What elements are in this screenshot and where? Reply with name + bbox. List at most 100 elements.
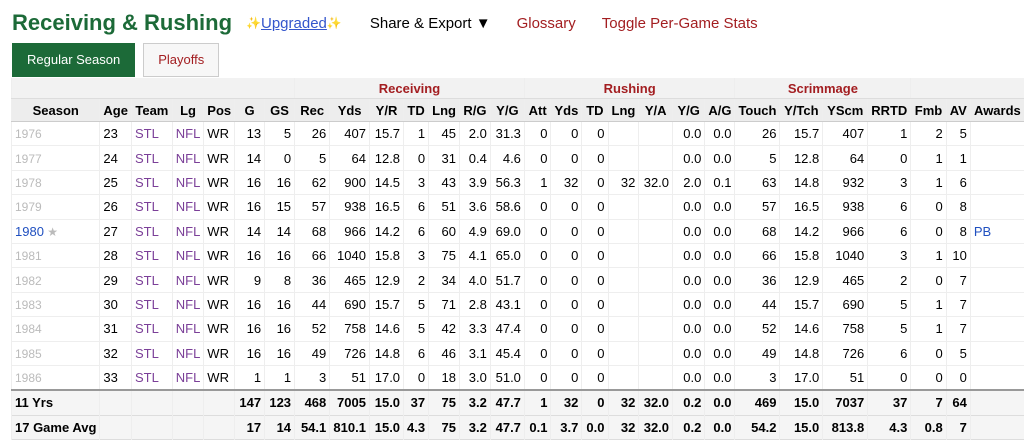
column-header[interactable]: Rec [294, 98, 330, 122]
season-link[interactable]: 1978 [15, 175, 42, 190]
upgraded-link[interactable]: Upgraded [261, 14, 327, 32]
column-header[interactable]: GS [264, 98, 295, 122]
column-header[interactable]: Att [523, 98, 551, 122]
link[interactable]: NFL [175, 321, 201, 337]
column-header[interactable]: YScm [822, 98, 868, 122]
cell: 14.2 [368, 219, 404, 244]
cell: 29 [99, 267, 132, 293]
tab[interactable]: Regular Season [12, 43, 136, 77]
column-header[interactable]: Team [130, 98, 173, 122]
cell: 1977 [10, 145, 100, 171]
link[interactable]: STL [134, 150, 159, 166]
column-header[interactable]: Lng [428, 98, 460, 122]
season-link[interactable]: 1977 [15, 151, 42, 166]
link[interactable]: STL [134, 321, 159, 337]
column-header[interactable]: R/G [459, 98, 491, 122]
link[interactable]: NFL [175, 345, 201, 361]
link[interactable]: STL [134, 272, 159, 288]
cell: 0.0 [704, 365, 735, 391]
cell: 3.9 [459, 170, 491, 195]
column-header[interactable]: Y/A [638, 98, 673, 122]
cell: 60 [428, 219, 460, 244]
column-header[interactable]: RRTD [867, 98, 911, 122]
link[interactable]: STL [134, 199, 159, 215]
link[interactable]: PB [973, 223, 992, 239]
link[interactable]: STL [134, 174, 159, 190]
cell: 1040 [822, 243, 868, 268]
column-header[interactable]: Lg [171, 98, 204, 122]
menu-item[interactable]: Share & Export ▼ [369, 14, 491, 32]
cell: 1976 [10, 121, 100, 146]
cell: 31.3 [489, 121, 525, 146]
link[interactable]: STL [134, 345, 159, 361]
column-header[interactable]: Y/R [368, 98, 404, 122]
cell: 0.0 [704, 243, 735, 268]
cell [969, 365, 1024, 391]
link[interactable]: NFL [175, 174, 201, 190]
cell: 17.0 [779, 365, 823, 391]
cell: 6 [403, 341, 429, 366]
season-link[interactable]: 1985 [15, 346, 42, 361]
cell: 810.1 [329, 415, 370, 440]
season-link[interactable]: 1986 [15, 371, 42, 386]
link[interactable]: NFL [175, 296, 201, 312]
link[interactable]: STL [134, 248, 159, 264]
cell: 26 [734, 121, 780, 146]
link[interactable]: NFL [175, 126, 201, 142]
cell: 51 [428, 194, 460, 220]
column-header[interactable]: Pos [203, 98, 235, 122]
season-link[interactable]: 1980 [15, 223, 44, 239]
column-header[interactable]: Y/G [489, 98, 525, 122]
cell: 0.2 [672, 415, 705, 440]
column-header[interactable]: Awards [969, 98, 1024, 122]
cell: 12.8 [368, 145, 404, 171]
season-link[interactable]: 1976 [15, 127, 42, 142]
season-link[interactable]: 1984 [15, 322, 42, 337]
menu-item[interactable]: Toggle Per-Game Stats [601, 14, 758, 32]
link[interactable]: NFL [175, 248, 201, 264]
column-header[interactable]: G [234, 98, 265, 122]
link[interactable]: STL [134, 223, 159, 239]
cell: 0 [910, 341, 947, 366]
season-link[interactable]: 1983 [15, 297, 42, 312]
menu-item[interactable]: Glossary [516, 14, 576, 32]
column-header[interactable]: Touch [734, 98, 780, 122]
season-link[interactable]: 1981 [15, 249, 42, 264]
column-header[interactable]: Fmb [910, 98, 947, 122]
cell: 813.8 [822, 415, 868, 440]
cell: 47.7 [489, 390, 525, 416]
column-header[interactable]: TD [403, 98, 429, 122]
season-link[interactable]: 1979 [15, 200, 42, 215]
link[interactable]: STL [134, 296, 159, 312]
link[interactable]: NFL [175, 199, 201, 215]
tab[interactable]: Playoffs [143, 43, 220, 77]
cell: 938 [329, 194, 370, 220]
column-header[interactable]: Yds [329, 98, 370, 122]
cell: 3.2 [459, 390, 491, 416]
column-header[interactable]: Yds [550, 98, 582, 122]
cell: 5 [734, 145, 780, 171]
link[interactable]: STL [134, 126, 159, 142]
column-header[interactable]: Y/G [672, 98, 705, 122]
link[interactable]: NFL [175, 272, 201, 288]
column-header[interactable]: TD [581, 98, 608, 122]
cell: 1984 [10, 316, 100, 342]
season-link[interactable]: 1982 [15, 273, 42, 288]
cell: 27 [99, 219, 132, 244]
column-header[interactable]: Age [99, 98, 132, 122]
cell: 758 [822, 316, 868, 342]
link[interactable]: NFL [175, 150, 201, 166]
column-header[interactable]: A/G [704, 98, 735, 122]
cell: WR [203, 170, 235, 195]
cell: 52 [734, 316, 780, 342]
column-header[interactable]: AV [945, 98, 971, 122]
link[interactable]: STL [134, 370, 159, 386]
column-header[interactable]: Lng [607, 98, 639, 122]
column-header[interactable]: Y/Tch [779, 98, 823, 122]
link[interactable]: NFL [175, 223, 201, 239]
link[interactable]: NFL [175, 370, 201, 386]
cell: 7 [945, 415, 971, 440]
column-header[interactable]: Season [10, 98, 100, 122]
cell [638, 243, 673, 268]
cell: 0.0 [704, 341, 735, 366]
